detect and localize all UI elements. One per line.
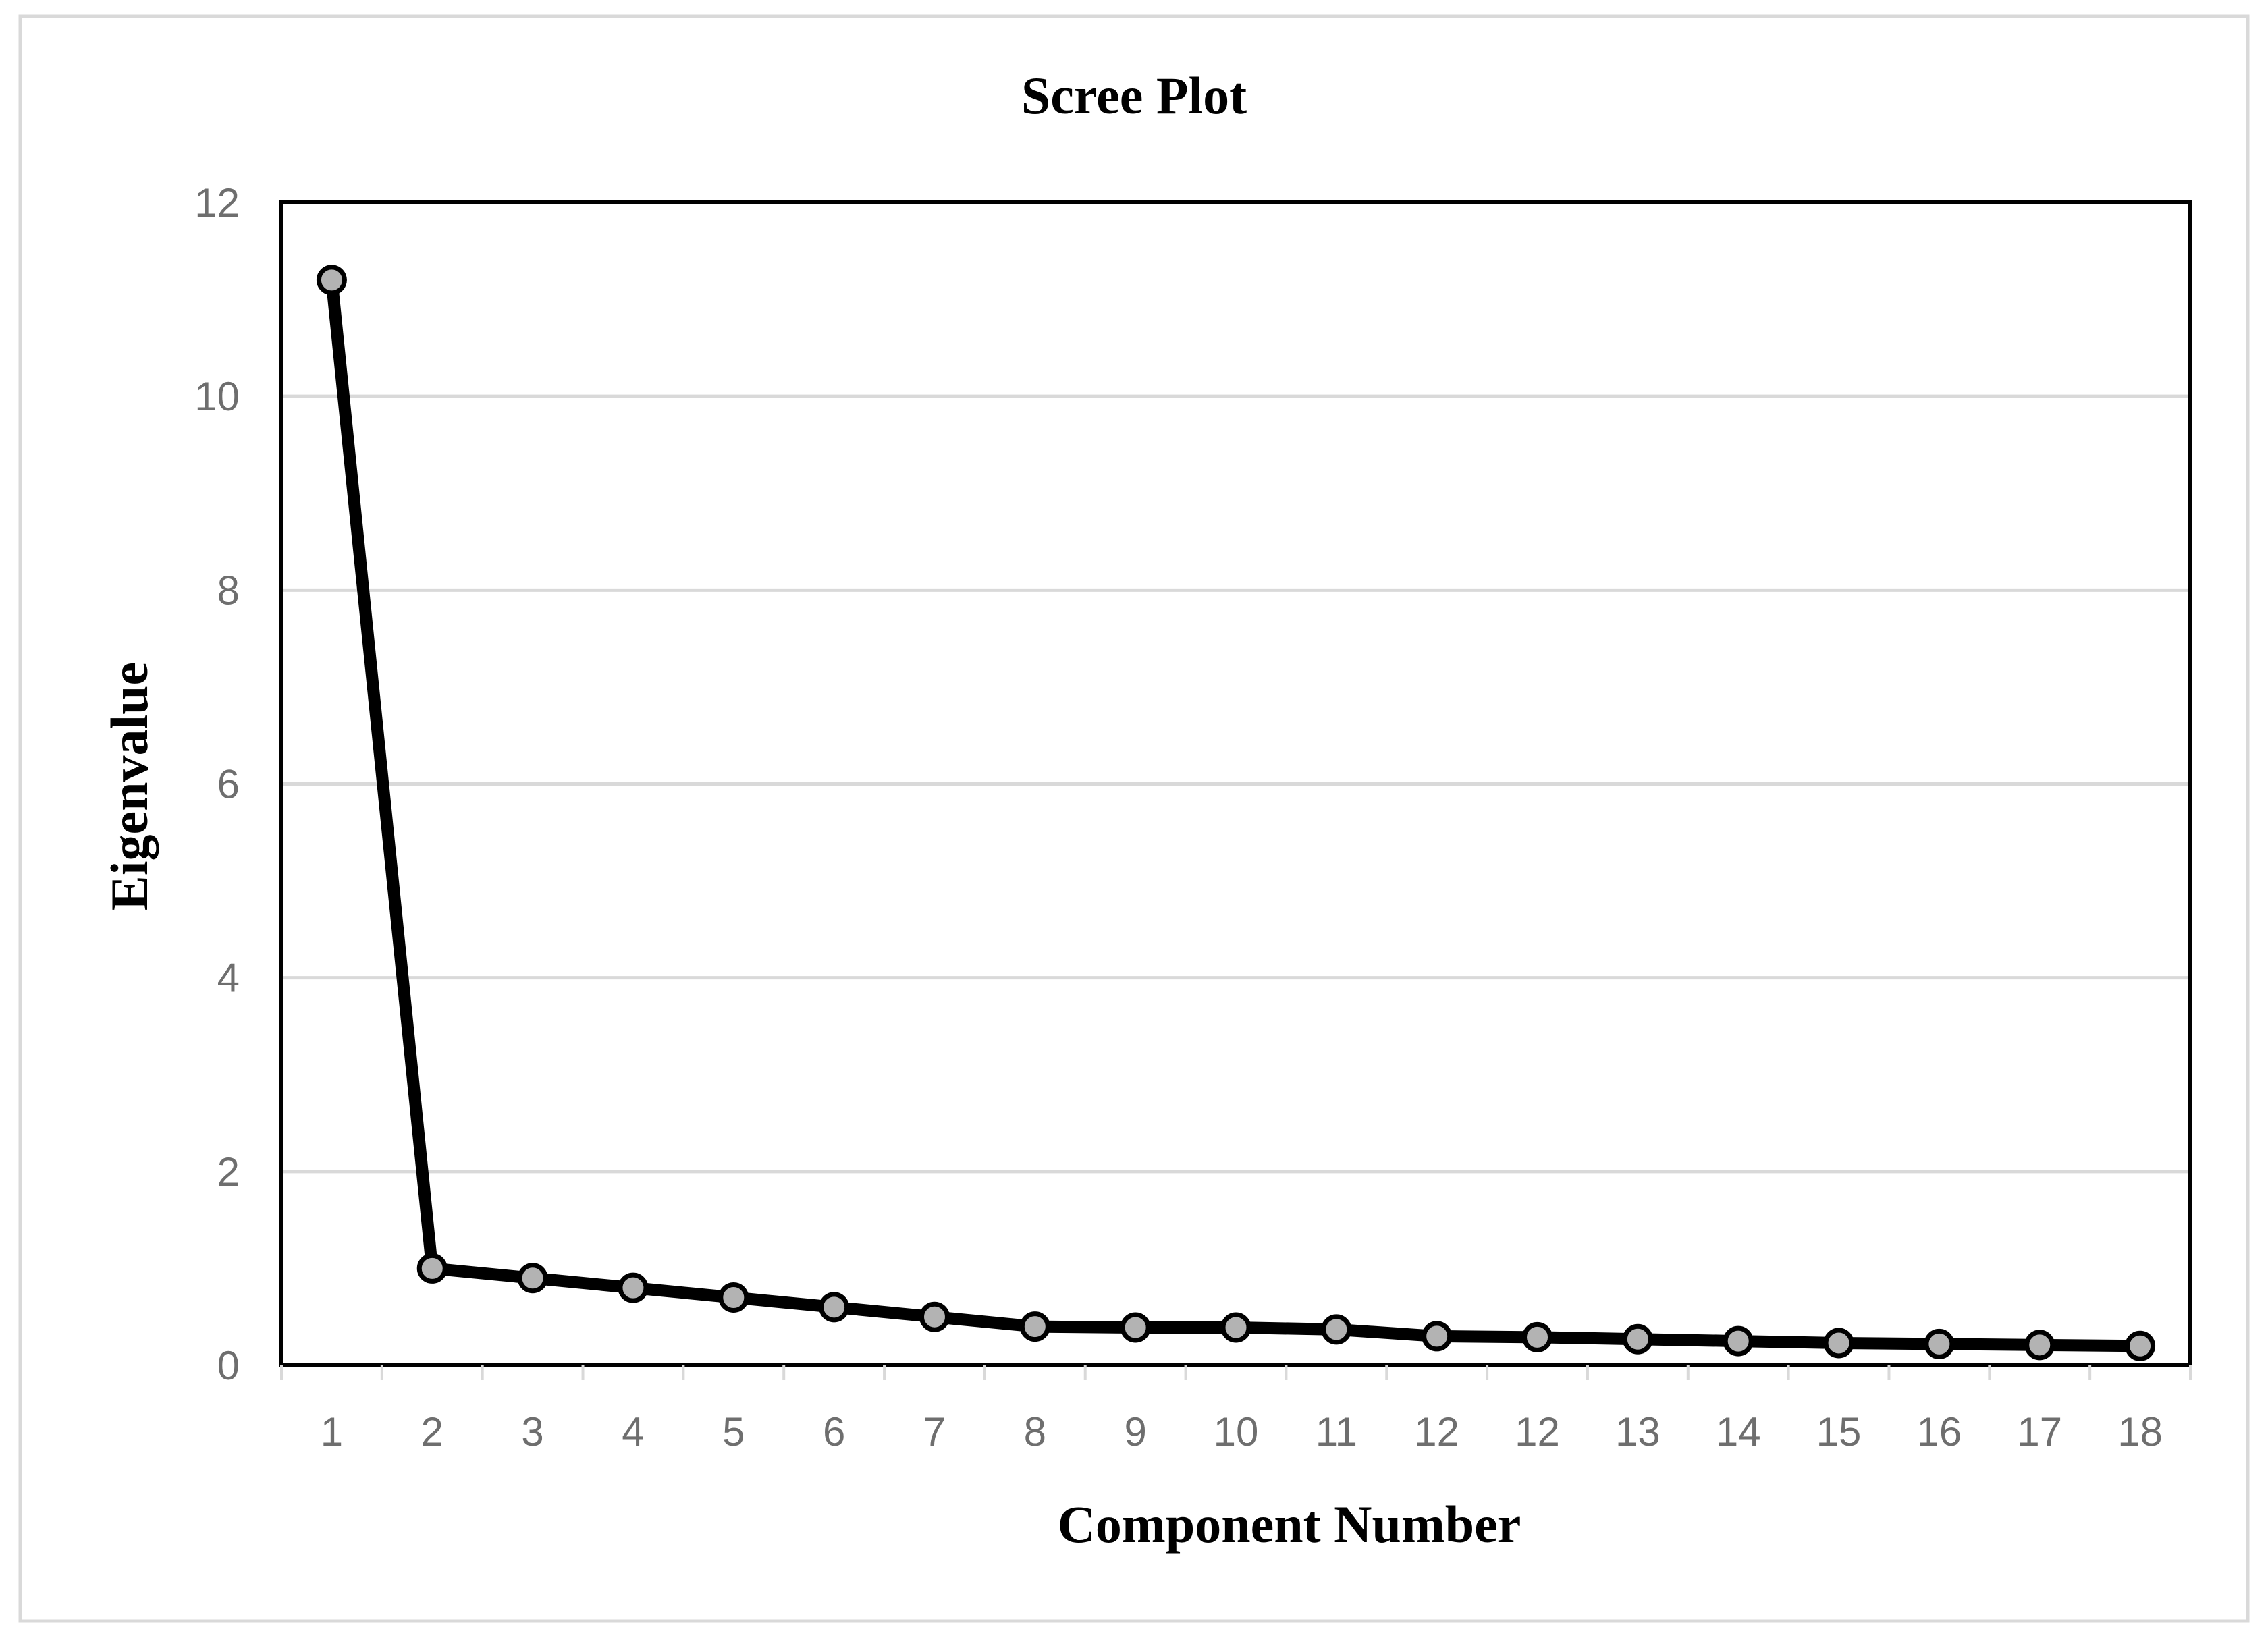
x-tick-label: 2 xyxy=(421,1409,443,1454)
x-tick-label: 6 xyxy=(823,1409,845,1454)
x-tick-label: 18 xyxy=(2117,1409,2163,1454)
data-point xyxy=(1321,1314,1352,1345)
x-axis-ticks xyxy=(280,1365,2192,1380)
x-tick-label: 7 xyxy=(923,1409,946,1454)
data-point xyxy=(1723,1325,1754,1357)
outer-border xyxy=(18,14,2250,1623)
x-tick-label: 1 xyxy=(321,1409,343,1454)
chart-title: Scree Plot xyxy=(1021,66,1247,125)
x-tick-label: 16 xyxy=(1917,1409,1962,1454)
y-tick-label: 0 xyxy=(217,1343,240,1388)
data-point xyxy=(1924,1328,1955,1359)
data-point xyxy=(618,1272,649,1303)
data-point xyxy=(1622,1323,1653,1355)
x-tick-label: 11 xyxy=(1316,1409,1357,1454)
y-tick-label: 10 xyxy=(194,374,240,419)
data-point xyxy=(718,1282,749,1313)
data-point xyxy=(416,1253,448,1284)
y-tick-label: 4 xyxy=(217,956,240,1001)
y-tick-label: 6 xyxy=(217,762,240,807)
x-tick-label: 15 xyxy=(1816,1409,1862,1454)
y-tick-label: 2 xyxy=(217,1149,240,1195)
y-tick-labels: 0 2 4 6 8 10 12 xyxy=(194,180,240,1388)
x-tick-label: 8 xyxy=(1024,1409,1046,1454)
gridlines xyxy=(281,394,2190,1174)
x-tick-labels: 1 2 3 4 5 6 7 8 9 10 11 12 12 13 14 15 16 17 18 xyxy=(321,1409,2163,1454)
data-point xyxy=(316,265,347,296)
x-tick-label: 12 xyxy=(1414,1409,1459,1454)
x-tick-label: 10 xyxy=(1214,1409,1259,1454)
y-axis-title: Eigenvalue xyxy=(100,662,159,910)
data-point xyxy=(2125,1330,2156,1361)
series-layer xyxy=(316,265,2156,1361)
data-point xyxy=(1823,1328,1854,1359)
data-point xyxy=(2024,1330,2055,1361)
x-tick-label: 5 xyxy=(722,1409,745,1454)
data-point xyxy=(819,1292,850,1323)
y-tick-label: 12 xyxy=(194,180,240,225)
data-point xyxy=(517,1263,548,1294)
x-tick-label: 17 xyxy=(2017,1409,2062,1454)
data-point xyxy=(1120,1312,1151,1343)
x-axis-title: Component Number xyxy=(1058,1495,1521,1554)
x-tick-label: 14 xyxy=(1716,1409,1761,1454)
x-tick-label: 12 xyxy=(1515,1409,1560,1454)
plot-frame xyxy=(279,200,2192,1367)
data-point xyxy=(1422,1321,1453,1352)
data-point xyxy=(919,1301,950,1332)
y-tick-label: 8 xyxy=(217,568,240,613)
x-tick-label: 13 xyxy=(1615,1409,1660,1454)
x-tick-label: 3 xyxy=(521,1409,543,1454)
data-point xyxy=(1220,1312,1251,1343)
data-point xyxy=(1522,1321,1553,1352)
data-point xyxy=(1019,1311,1050,1342)
x-tick-label: 9 xyxy=(1124,1409,1146,1454)
x-tick-label: 4 xyxy=(622,1409,644,1454)
